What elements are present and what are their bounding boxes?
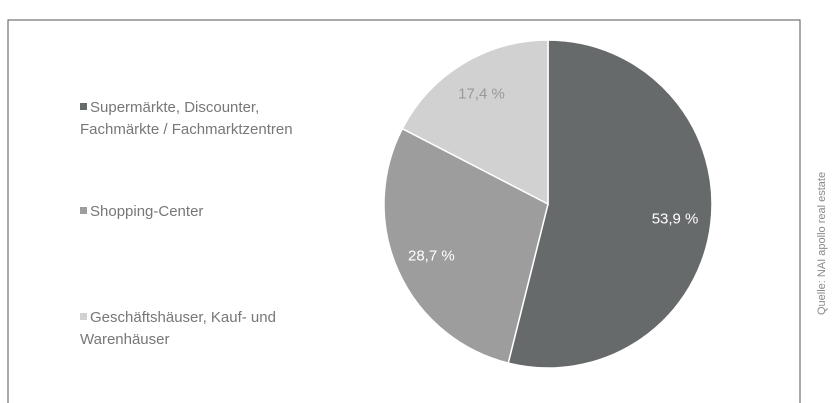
frame [7, 19, 801, 403]
legend-label: Geschäftshäuser, Kauf- und Warenhäuser [80, 309, 276, 348]
value-label: 28,7 % [408, 248, 455, 265]
source: Quelle: NAI apollo real estate [816, 172, 828, 315]
legend-label: Shopping-Center [90, 203, 204, 220]
pie-slice [383, 127, 549, 365]
legend-item: Shopping-Center [80, 201, 325, 223]
value-label: 17,4 % [458, 86, 505, 103]
legend-swatch [80, 207, 87, 214]
legend-swatch [80, 103, 87, 110]
legend-label: Supermärkte, Discounter, Fachmärkte / Fa… [80, 99, 293, 138]
legend-swatch [80, 313, 87, 320]
value-label: 53,9 % [652, 211, 699, 228]
legend-item: Supermärkte, Discounter, Fachmärkte / Fa… [80, 97, 325, 141]
pie-slice [507, 39, 713, 369]
legend-item: Geschäftshäuser, Kauf- und Warenhäuser [80, 307, 325, 351]
pie-slice [401, 39, 549, 206]
